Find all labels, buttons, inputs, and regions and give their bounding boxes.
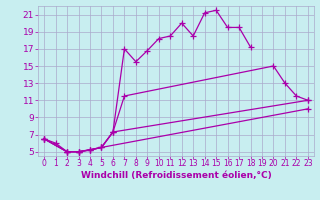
X-axis label: Windchill (Refroidissement éolien,°C): Windchill (Refroidissement éolien,°C) [81,171,271,180]
